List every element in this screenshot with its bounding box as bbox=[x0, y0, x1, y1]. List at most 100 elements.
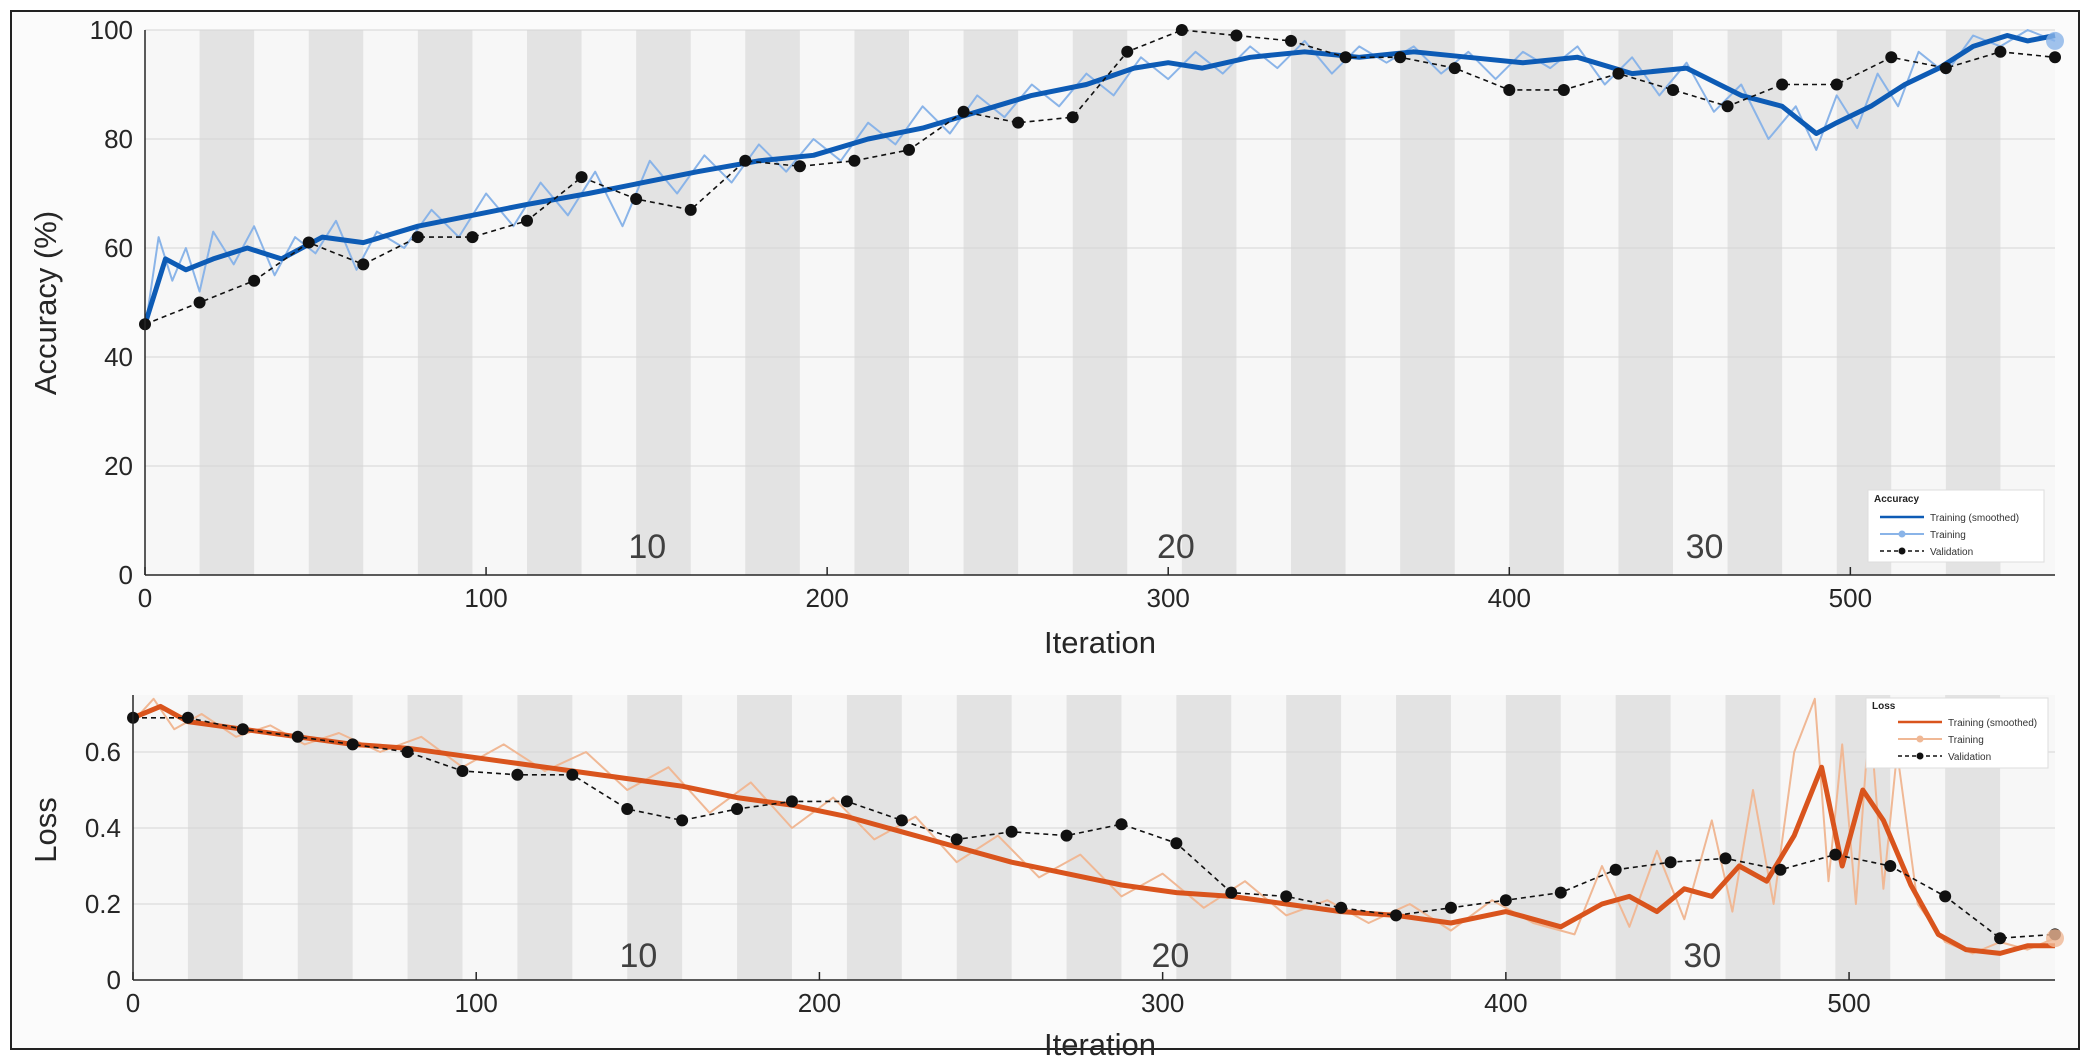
accuracy-epoch-band bbox=[417, 30, 473, 575]
accuracy-legend-box bbox=[1867, 489, 2045, 563]
accuracy-epoch-band bbox=[527, 30, 582, 575]
validation-point bbox=[346, 738, 359, 751]
validation-point bbox=[1664, 856, 1677, 869]
validation-point bbox=[1339, 51, 1352, 64]
x-tick-label: 300 bbox=[1141, 988, 1184, 1018]
validation-point bbox=[1939, 62, 1952, 75]
validation-point bbox=[1776, 78, 1789, 91]
loss-x-axis-label: Iteration bbox=[1044, 1027, 1156, 1062]
accuracy-y-ticks: 0 20 40 60 80 100 bbox=[90, 15, 133, 590]
epoch-label: 30 bbox=[1683, 937, 1721, 975]
validation-point bbox=[1280, 890, 1293, 903]
validation-point bbox=[630, 192, 643, 205]
accuracy-legend: Accuracy Training (smoothed) Training Va… bbox=[1867, 489, 2045, 563]
loss-epoch-band bbox=[517, 695, 573, 980]
loss-epoch-band bbox=[1066, 695, 1122, 980]
loss-legend-raw-label: Training bbox=[1948, 735, 1984, 746]
validation-point bbox=[291, 730, 304, 743]
validation-point bbox=[1230, 29, 1243, 42]
validation-point bbox=[1448, 62, 1461, 75]
accuracy-legend-validation-label: Validation bbox=[1930, 547, 1973, 558]
training-endpoint-marker bbox=[2046, 929, 2064, 948]
loss-epoch-band bbox=[187, 695, 243, 980]
loss-legend-box bbox=[1865, 697, 2049, 769]
accuracy-epoch-labels: 10 20 30 bbox=[628, 528, 1723, 566]
x-tick-label: 200 bbox=[805, 583, 848, 613]
accuracy-x-ticks: 0 100 200 300 400 500 bbox=[138, 567, 1872, 613]
x-tick-label: 0 bbox=[138, 583, 152, 613]
validation-point bbox=[575, 171, 588, 184]
validation-point bbox=[1994, 45, 2007, 58]
x-tick-label: 400 bbox=[1484, 988, 1527, 1018]
accuracy-epoch-bands bbox=[199, 30, 2001, 575]
y-tick-label: 80 bbox=[104, 124, 133, 154]
accuracy-validation-line bbox=[144, 29, 2056, 326]
accuracy-legend-validation-marker bbox=[1898, 547, 1906, 555]
x-tick-label: 100 bbox=[464, 583, 507, 613]
accuracy-epoch-band bbox=[854, 30, 909, 575]
validation-point bbox=[181, 711, 194, 724]
accuracy-epoch-band bbox=[1509, 30, 1564, 575]
validation-point bbox=[785, 795, 798, 808]
y-tick-label: 0 bbox=[119, 560, 133, 590]
accuracy-epoch-band bbox=[745, 30, 800, 575]
accuracy-legend-raw-marker bbox=[1898, 530, 1906, 538]
x-tick-label: 500 bbox=[1827, 988, 1870, 1018]
loss-y-ticks: 0 0.2 0.4 0.6 bbox=[85, 737, 121, 995]
validation-point bbox=[411, 231, 424, 244]
accuracy-epoch-band bbox=[1291, 30, 1346, 575]
validation-point bbox=[621, 803, 634, 815]
validation-point bbox=[1390, 909, 1403, 922]
validation-point bbox=[193, 296, 206, 309]
validation-point bbox=[2049, 51, 2061, 64]
loss-legend: Loss Training (smoothed) Training Valida… bbox=[1865, 697, 2049, 769]
validation-point bbox=[1285, 34, 1297, 47]
loss-legend-raw-marker bbox=[1916, 735, 1924, 743]
epoch-label: 30 bbox=[1686, 528, 1724, 566]
y-tick-label: 0.2 bbox=[85, 889, 121, 919]
x-tick-label: 200 bbox=[798, 988, 841, 1018]
accuracy-epoch-band bbox=[963, 30, 1019, 575]
validation-point bbox=[1444, 901, 1457, 914]
loss-epoch-band bbox=[1286, 695, 1342, 980]
accuracy-epoch-band bbox=[1618, 30, 1673, 575]
validation-point bbox=[1667, 83, 1679, 96]
validation-point bbox=[1830, 78, 1843, 91]
validation-point bbox=[848, 154, 861, 167]
validation-point bbox=[236, 723, 249, 736]
accuracy-legend-raw-label: Training bbox=[1930, 530, 1966, 541]
validation-point bbox=[895, 814, 908, 827]
accuracy-epoch-band bbox=[1400, 30, 1455, 575]
validation-point bbox=[357, 258, 370, 271]
loss-panel: 10 20 30 0 0.2 0.4 0.6 0 100 200 300 400 500 Loss … bbox=[28, 695, 2064, 1062]
y-tick-label: 0.6 bbox=[85, 737, 121, 767]
validation-point bbox=[1557, 83, 1570, 96]
loss-y-axis-label: Loss bbox=[28, 797, 63, 862]
accuracy-x-axis-label: Iteration bbox=[1044, 625, 1156, 660]
validation-point bbox=[1012, 116, 1025, 129]
loss-training-raw-line bbox=[132, 697, 2056, 955]
y-tick-label: 0 bbox=[107, 965, 121, 995]
epoch-label: 20 bbox=[1157, 528, 1195, 566]
accuracy-legend-smoothed-label: Training (smoothed) bbox=[1930, 513, 2019, 524]
validation-point bbox=[957, 105, 970, 118]
loss-epoch-band bbox=[1725, 695, 1781, 980]
validation-point bbox=[1994, 932, 2007, 945]
x-tick-label: 100 bbox=[455, 988, 498, 1018]
epoch-label: 10 bbox=[628, 528, 666, 566]
loss-epoch-band bbox=[407, 695, 463, 980]
accuracy-training-raw-line bbox=[144, 29, 2056, 330]
validation-point bbox=[739, 154, 752, 167]
loss-epoch-bands bbox=[187, 695, 2001, 980]
loss-epoch-band bbox=[1615, 695, 1671, 980]
validation-point bbox=[1005, 825, 1018, 838]
validation-point bbox=[840, 795, 853, 808]
accuracy-epoch-band bbox=[1072, 30, 1128, 575]
loss-epoch-band bbox=[1396, 695, 1451, 980]
loss-epoch-labels: 10 20 30 bbox=[619, 937, 1721, 975]
validation-point bbox=[1394, 51, 1407, 64]
x-tick-label: 300 bbox=[1147, 583, 1190, 613]
accuracy-epoch-band bbox=[199, 30, 255, 575]
validation-point bbox=[1225, 886, 1238, 899]
